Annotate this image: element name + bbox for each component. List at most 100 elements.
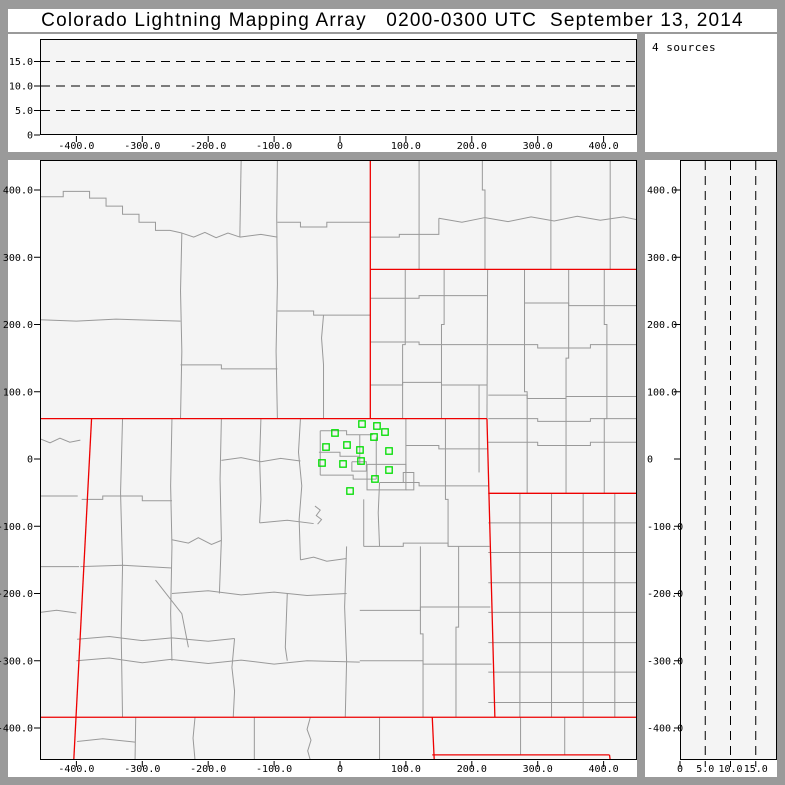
lma-station-marker: [346, 487, 354, 495]
tick-label: 200.0: [457, 141, 487, 152]
tick-label: -200.0: [190, 764, 226, 775]
county-line: [40, 609, 77, 614]
tick-label: 0: [27, 131, 33, 142]
title-bar: Colorado Lightning Mapping Array 0200-03…: [8, 9, 777, 32]
county-line: [259, 519, 314, 525]
county-line: [318, 451, 360, 457]
tick-label: -300.0: [0, 656, 33, 667]
lma-station-marker: [343, 441, 351, 449]
tick-label: -100.0: [256, 764, 292, 775]
lma-station-marker: [370, 433, 378, 441]
county-line: [155, 579, 189, 648]
county-line: [370, 381, 487, 386]
tick-label: 10.0: [9, 82, 33, 93]
county-line: [444, 418, 449, 547]
county-line: [275, 160, 278, 419]
county-line: [40, 190, 182, 234]
lma-station-marker: [385, 466, 393, 474]
county-line: [377, 482, 381, 547]
county-line: [40, 437, 81, 444]
county-line: [488, 441, 637, 447]
state-boundaries: [40, 160, 637, 760]
tick-label: 0: [337, 764, 343, 775]
county-line: [488, 394, 637, 399]
tick-label: 300.0: [523, 764, 553, 775]
tick-label: 0: [647, 455, 653, 466]
tick-label: 200.0: [457, 764, 487, 775]
county-line: [488, 418, 637, 422]
map-panel-frame: [40, 160, 637, 760]
county-line: [231, 638, 236, 718]
county-line: [120, 418, 124, 718]
county-line: [181, 231, 240, 239]
county-line: [379, 482, 489, 487]
sources-box: 4 sources: [645, 34, 777, 152]
county-line: [321, 315, 325, 419]
tick-label: 300.0: [3, 253, 33, 264]
county-line: [239, 233, 278, 238]
county-line: [405, 445, 488, 450]
tick-label: 0: [677, 764, 683, 775]
tick-label: 100.0: [391, 764, 421, 775]
lma-station-marker: [357, 457, 365, 465]
tick-label: -100.0: [647, 522, 683, 533]
right-panel-frame: [680, 160, 777, 760]
top-panel-frame: [40, 39, 637, 135]
state-line: [73, 418, 93, 760]
county-line: [134, 717, 137, 760]
county-line: [192, 717, 196, 760]
tick-label: -300.0: [124, 141, 160, 152]
county-line: [419, 546, 424, 718]
lma-station-marker: [385, 447, 393, 455]
tick-label: 100.0: [3, 387, 33, 398]
county-line: [306, 717, 312, 760]
lma-station-marker: [371, 475, 379, 483]
county-line: [218, 418, 222, 594]
county-line: [481, 160, 486, 270]
lma-station-marker: [322, 443, 330, 451]
tick-label: -300.0: [647, 656, 683, 667]
tick-label: 15.0: [744, 764, 768, 775]
tick-label: -100.0: [256, 141, 292, 152]
tick-label: 200.0: [647, 320, 677, 331]
county-line: [370, 295, 487, 299]
county-line: [171, 590, 347, 597]
plan-view-plot-area[interactable]: [40, 160, 637, 760]
county-line: [221, 457, 301, 463]
tick-label: -200.0: [190, 141, 226, 152]
tick-label: 300.0: [523, 141, 553, 152]
lma-station-marker: [318, 459, 326, 467]
tick-label: 400.0: [647, 186, 677, 197]
county-line: [370, 218, 440, 238]
tick-label: 400.0: [589, 141, 619, 152]
map-layers: [40, 160, 637, 760]
tick-label: 10.0: [718, 764, 742, 775]
county-line: [259, 418, 262, 523]
tick-label: -100.0: [0, 522, 33, 533]
lma-station-marker: [356, 446, 364, 454]
county-line: [297, 418, 303, 560]
county-line: [180, 364, 278, 370]
tick-label: 100.0: [647, 387, 677, 398]
lma-station-marker: [331, 429, 339, 437]
lma-station-marker: [381, 428, 389, 436]
county-line: [565, 269, 570, 494]
county-line: [284, 593, 288, 661]
county-line: [344, 546, 348, 718]
altitude-gridlines-right: [704, 161, 757, 759]
county-line: [351, 461, 367, 472]
county-line: [524, 302, 637, 307]
tick-label: 100.0: [391, 141, 421, 152]
county-line: [277, 221, 371, 228]
tick-label: -400.0: [58, 141, 94, 152]
altitude-gridlines-top: [41, 61, 636, 111]
altitude-ns-plot-area[interactable]: [680, 160, 777, 760]
county-line: [405, 471, 415, 491]
lma-station-marker: [358, 420, 366, 428]
state-line: [486, 418, 496, 718]
altitude-time-plot-area[interactable]: [40, 39, 637, 135]
tick-label: 0: [27, 455, 33, 466]
tick-label: 5.0: [15, 106, 33, 117]
county-line: [239, 160, 242, 238]
county-line: [76, 657, 360, 665]
